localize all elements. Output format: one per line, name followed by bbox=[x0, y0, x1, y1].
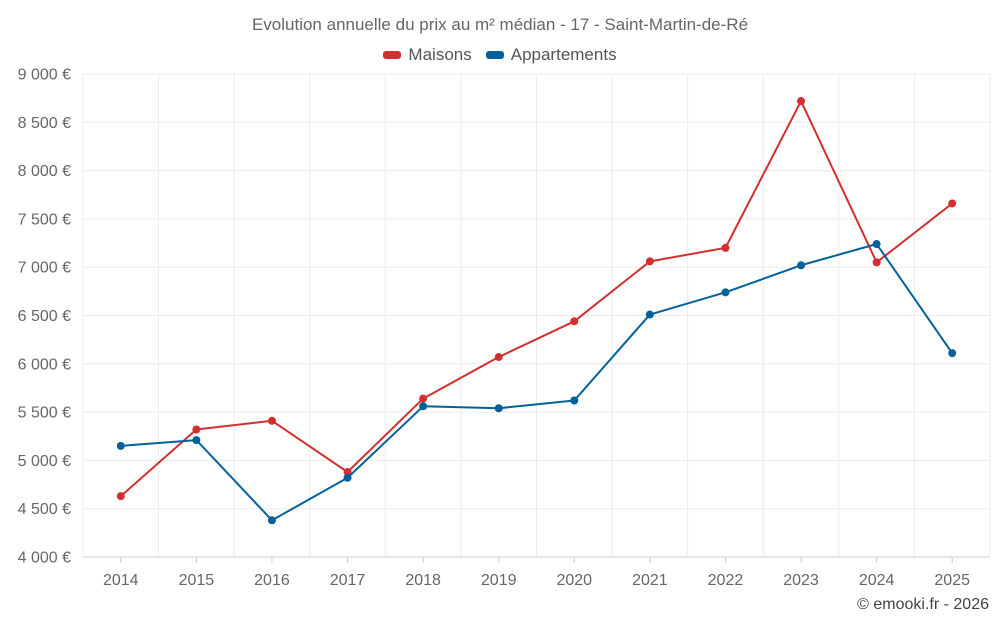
y-tick-label: 8 000 € bbox=[18, 163, 71, 180]
data-point-maisons bbox=[419, 394, 428, 403]
y-tick-label: 7 000 € bbox=[18, 260, 71, 277]
x-tick-label: 2015 bbox=[179, 572, 215, 589]
y-tick-label: 9 000 € bbox=[18, 67, 71, 84]
legend-item-maisons[interactable]: Maisons bbox=[383, 45, 472, 65]
data-point-appartements bbox=[267, 516, 276, 525]
data-point-maisons bbox=[721, 243, 730, 252]
y-tick-label: 7 500 € bbox=[18, 211, 71, 228]
data-point-maisons bbox=[192, 425, 201, 434]
x-tick-label: 2023 bbox=[783, 572, 819, 589]
data-point-appartements bbox=[116, 441, 125, 450]
series-line-appartements bbox=[120, 243, 954, 522]
y-tick-label: 5 500 € bbox=[18, 405, 71, 422]
chart-title: Evolution annuelle du prix au m² médian … bbox=[251, 15, 749, 34]
x-tick-label: 2024 bbox=[859, 572, 895, 589]
data-point-maisons bbox=[494, 353, 503, 362]
data-point-appartements bbox=[872, 240, 881, 249]
data-point-maisons bbox=[116, 492, 125, 501]
data-point-maisons bbox=[343, 467, 352, 476]
data-point-maisons bbox=[797, 97, 806, 106]
legend-label-appartements: Appartements bbox=[510, 45, 617, 64]
y-tick-label: 8 500 € bbox=[18, 115, 71, 132]
x-tick-label: 2019 bbox=[481, 572, 517, 589]
x-tick-label: 2016 bbox=[254, 572, 290, 589]
y-tick-label: 4 000 € bbox=[18, 550, 71, 567]
legend: Maisons Appartements bbox=[0, 45, 1000, 65]
credit: © emooki.fr - 2026 bbox=[857, 596, 989, 613]
x-tick-label: 2022 bbox=[708, 572, 744, 589]
x-tick-label: 2014 bbox=[103, 572, 139, 589]
data-point-appartements bbox=[645, 310, 654, 319]
data-point-appartements bbox=[797, 261, 806, 270]
data-point-appartements bbox=[343, 473, 352, 482]
data-point-maisons bbox=[948, 199, 957, 208]
legend-item-appartements[interactable]: Appartements bbox=[485, 45, 617, 65]
data-point-appartements bbox=[419, 402, 428, 411]
x-tick-label: 2020 bbox=[556, 572, 592, 589]
series-line-maisons bbox=[120, 100, 953, 497]
data-point-maisons bbox=[645, 257, 654, 266]
x-tick-label: 2021 bbox=[632, 572, 668, 589]
y-tick-label: 6 500 € bbox=[18, 308, 71, 325]
legend-label-maisons: Maisons bbox=[408, 45, 472, 64]
legend-swatch-appartements bbox=[485, 51, 504, 59]
data-point-maisons bbox=[570, 317, 579, 326]
data-point-appartements bbox=[494, 404, 503, 413]
y-tick-label: 4 500 € bbox=[18, 501, 71, 518]
x-tick-label: 2017 bbox=[330, 572, 366, 589]
data-point-appartements bbox=[192, 436, 201, 445]
y-tick-label: 6 000 € bbox=[18, 356, 71, 373]
data-point-maisons bbox=[872, 258, 881, 267]
data-point-maisons bbox=[267, 416, 276, 425]
data-point-appartements bbox=[721, 288, 730, 297]
x-tick-label: 2018 bbox=[405, 572, 441, 589]
x-tick-label: 2025 bbox=[934, 572, 970, 589]
y-tick-label: 5 000 € bbox=[18, 453, 71, 470]
legend-swatch-maisons bbox=[383, 51, 402, 59]
data-point-appartements bbox=[948, 349, 957, 358]
data-point-appartements bbox=[570, 396, 579, 405]
